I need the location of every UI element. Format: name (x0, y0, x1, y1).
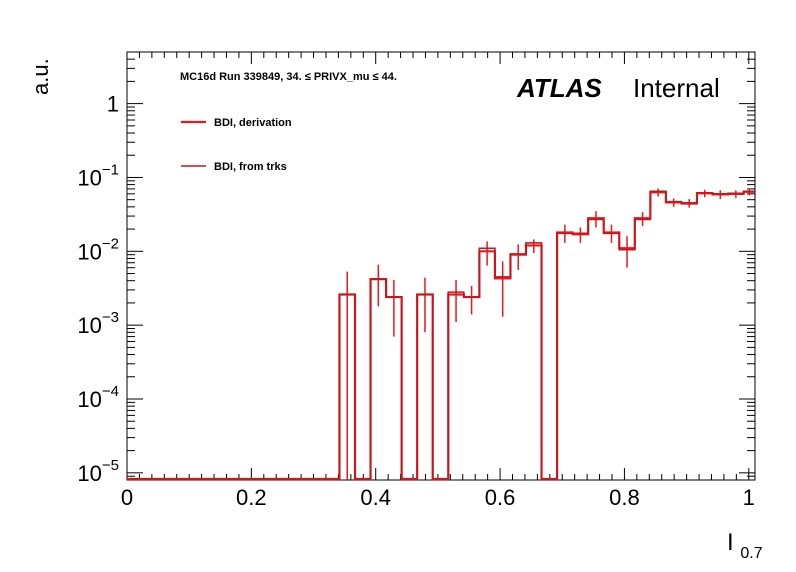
x-axis-label: I 0.7 (727, 529, 763, 562)
atlas-brand: ATLAS (516, 73, 602, 103)
x-axis-ticks: 0 0.2 0.4 0.6 0.8 1 (121, 52, 755, 510)
series-layer (127, 188, 755, 481)
legend-label-derivation: BDI, derivation (214, 117, 292, 129)
x-tick-label: 0.8 (609, 485, 640, 510)
x-tick-label: 0.4 (360, 485, 391, 510)
x-axis-label-sub: 0.7 (740, 545, 762, 562)
series-outline-1 (127, 190, 755, 480)
x-tick-label: 0 (121, 485, 133, 510)
y-tick-label: 10−5 (77, 457, 119, 486)
y-tick-label: 10−1 (77, 161, 119, 190)
x-tick-label: 0.6 (485, 485, 516, 510)
x-tick-label: 0.2 (236, 485, 267, 510)
y-tick-label: 10−2 (77, 235, 119, 264)
y-axis-label: a.u. (28, 58, 53, 95)
legend-label-from-trks: BDI, from trks (214, 161, 287, 173)
y-tick-label: 10−3 (77, 309, 119, 338)
series-outline-0 (127, 190, 755, 481)
y-axis-ticks: 10−5 10−4 10−3 10−2 10−1 1 (77, 51, 755, 486)
internal-label: Internal (633, 73, 720, 103)
x-tick-label: 1 (743, 485, 755, 510)
y-tick-label: 1 (107, 92, 119, 117)
y-tick-label: 10−4 (77, 383, 119, 412)
x-axis-label-main: I (727, 529, 734, 556)
legend: BDI, derivation BDI, from trks (181, 117, 292, 173)
condition-label: MC16d Run 339849, 34. ≤ PRIVX_mu ≤ 44. (180, 71, 397, 83)
